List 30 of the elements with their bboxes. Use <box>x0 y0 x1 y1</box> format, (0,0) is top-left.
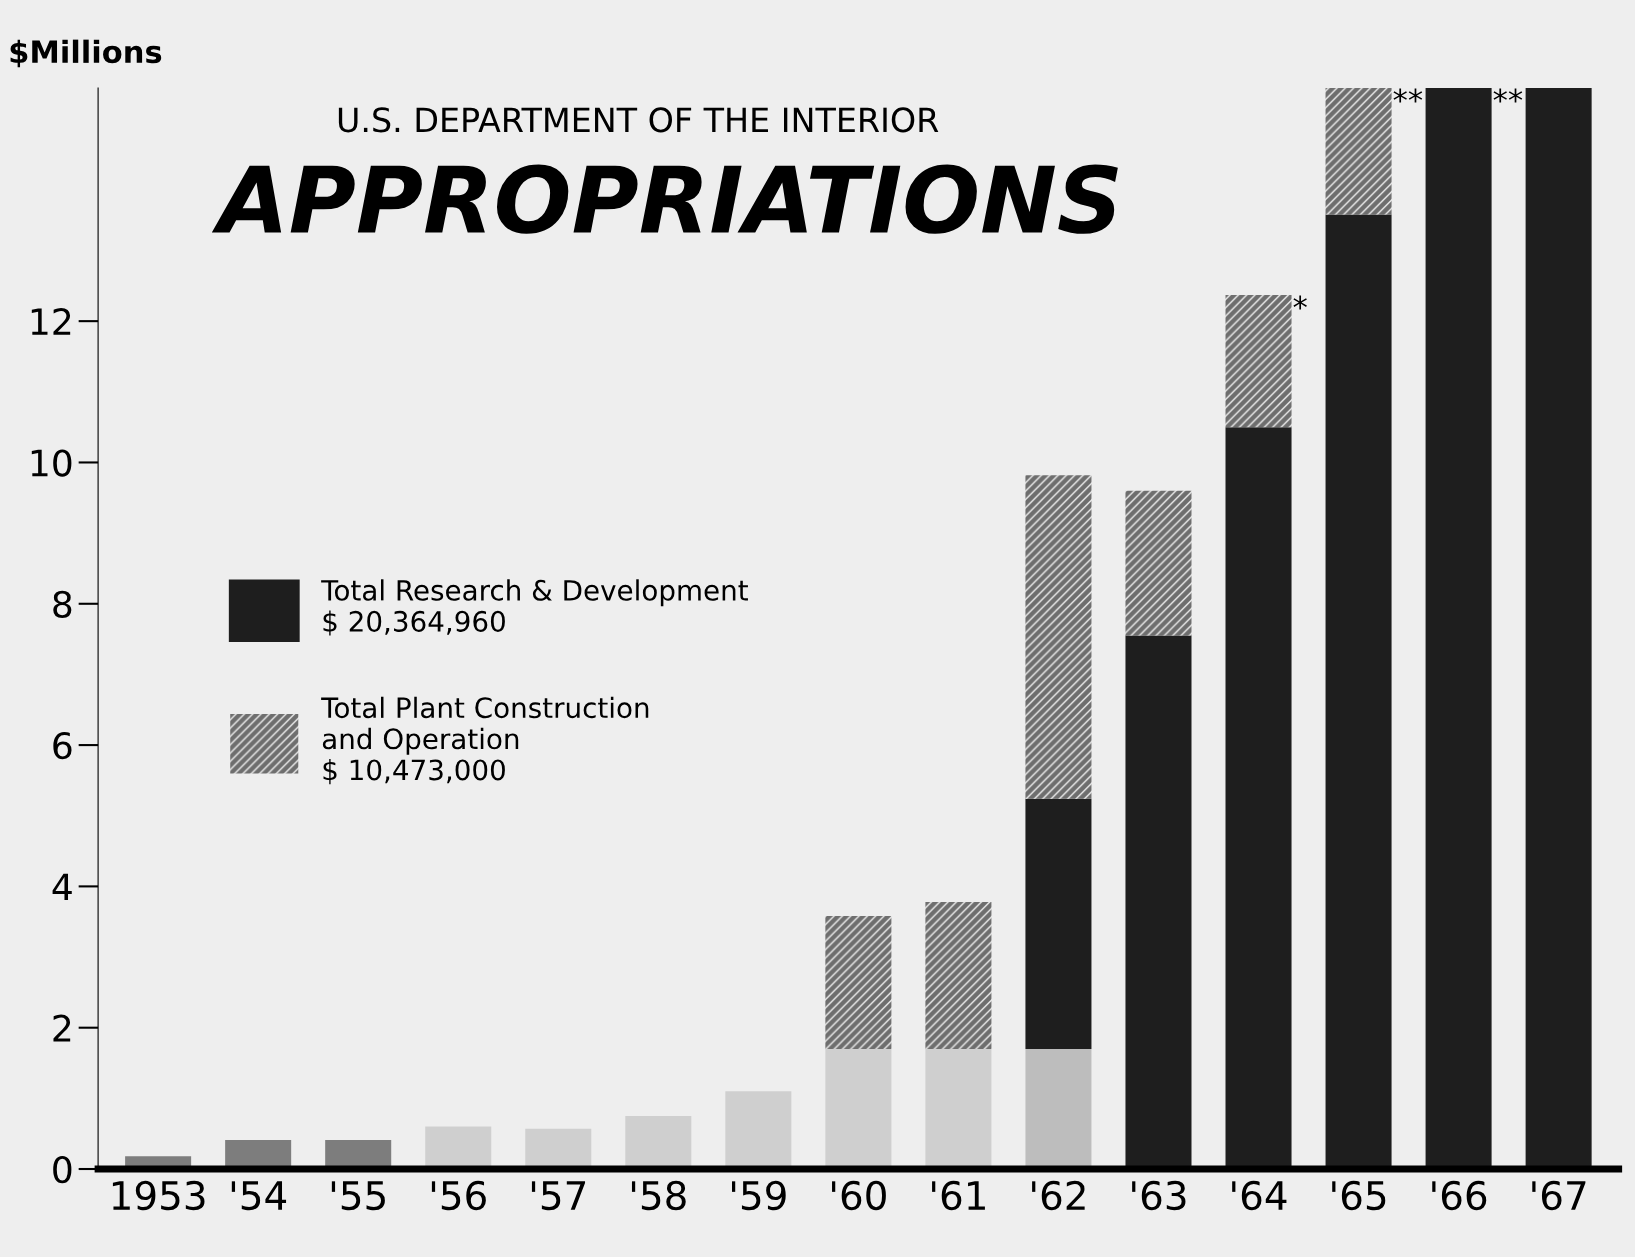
x-tick-label: '67 <box>1532 1180 1586 1211</box>
annotation: ** <box>1493 88 1523 103</box>
text: APPROPRIATIONS <box>211 164 1118 234</box>
x-tick-label: '63 <box>1132 1180 1186 1211</box>
y-tick-label: 6 <box>53 732 72 760</box>
annotation: * <box>1293 295 1307 310</box>
x-tick-label: '57 <box>531 1181 586 1211</box>
legend-label: Total Research & Development $ 20,364,960 <box>321 579 748 636</box>
x-tick-label: '61 <box>932 1180 985 1211</box>
chart-subtitle: U.S. DEPARTMENT OF THE INTERIOR <box>338 107 939 133</box>
x-tick-label: '60 <box>832 1180 886 1211</box>
x-tick-label: '59 <box>731 1180 786 1211</box>
legend-label: Total Plant Construction and Operation $ 10,473,000 <box>321 696 649 785</box>
x-tick-label: '55 <box>331 1181 385 1211</box>
y-tick-label: 2 <box>53 1014 71 1042</box>
y-tick-label: 8 <box>53 590 72 618</box>
x-tick-label: '64 <box>1232 1180 1287 1211</box>
annotation: ** <box>1393 88 1423 103</box>
y-tick-label: 4 <box>52 873 72 901</box>
x-tick-label: '54 <box>231 1181 287 1211</box>
x-tick-label: '62 <box>1032 1180 1085 1211</box>
y-tick-label: 10 <box>31 449 72 477</box>
x-tick-label: '65 <box>1332 1180 1386 1211</box>
x-tick-label: '66 <box>1432 1180 1487 1211</box>
x-tick-label: 1953 <box>112 1180 205 1211</box>
x-tick-label: '56 <box>431 1180 486 1211</box>
x-tick-label: '58 <box>631 1180 686 1211</box>
y-axis-title: $Millions <box>10 39 162 68</box>
y-tick-label: 12 <box>31 308 71 335</box>
y-tick-label: 0 <box>53 1155 72 1184</box>
